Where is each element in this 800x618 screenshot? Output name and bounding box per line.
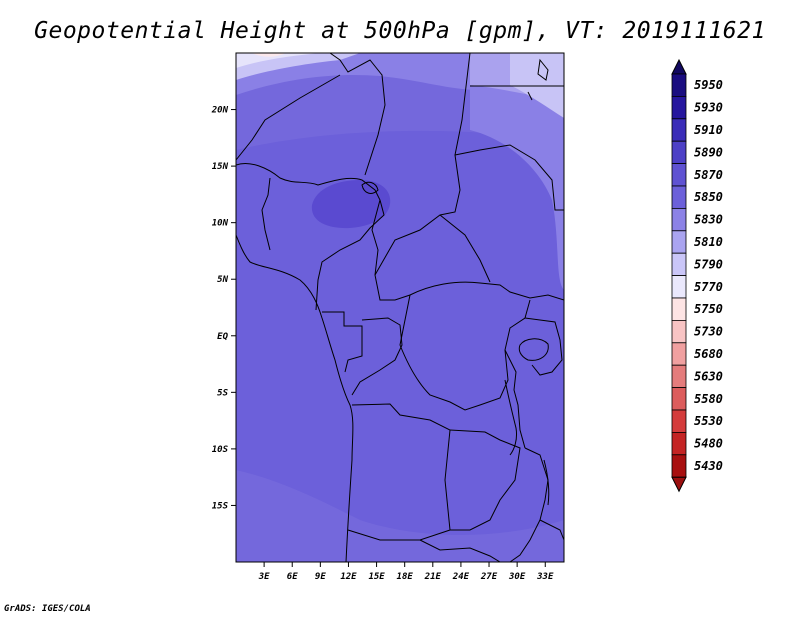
credit-label: GrADS: IGES/COLA bbox=[4, 604, 91, 614]
lon-tick-label: 27E bbox=[480, 572, 498, 582]
colorbar-swatch bbox=[671, 230, 687, 254]
colorbar-label: 5910 bbox=[694, 123, 723, 137]
field-5790 bbox=[236, 53, 320, 68]
colorbar-swatch bbox=[671, 185, 687, 209]
colorbar-label: 5750 bbox=[694, 302, 723, 316]
colorbar-bottom-arrow bbox=[671, 476, 687, 493]
border-f bbox=[454, 144, 564, 211]
border-l bbox=[399, 294, 531, 411]
lon-tick-label: 21E bbox=[424, 572, 442, 582]
map-title: Geopotential Height at 500hPa [gpm], VT:… bbox=[34, 18, 766, 44]
colorbar-swatch bbox=[671, 431, 687, 456]
lake-tanganyika bbox=[504, 379, 517, 456]
lon-tick-label: 12E bbox=[340, 572, 357, 582]
colorbar-top-arrow bbox=[671, 58, 687, 75]
colorbar-swatch bbox=[671, 319, 687, 344]
field-5890 bbox=[311, 180, 391, 229]
border-r bbox=[539, 519, 564, 541]
border-k bbox=[351, 317, 403, 396]
colorbar: 5950 5930 5910 5890 5870 5850 5830 5810 5790 5770… bbox=[671, 58, 723, 493]
lake-victoria bbox=[518, 338, 549, 361]
colorbar-swatch bbox=[671, 73, 687, 97]
border-c bbox=[371, 199, 564, 301]
colorbar-label: 5870 bbox=[694, 168, 723, 182]
lat-tick-label: 10S bbox=[212, 445, 229, 455]
lon-tick-label: 18E bbox=[397, 572, 414, 582]
lon-tick-label: 9E bbox=[315, 572, 326, 582]
colorbar-label: 5580 bbox=[694, 392, 723, 406]
lat-tick-label: EQ bbox=[217, 332, 228, 342]
border-n bbox=[449, 429, 521, 531]
border-a bbox=[236, 163, 385, 311]
border-b bbox=[261, 177, 271, 251]
lon-tick-label: 24E bbox=[452, 572, 470, 582]
field-5770 bbox=[252, 53, 286, 57]
colorbar-label: 5730 bbox=[694, 325, 723, 339]
colorbar-swatch bbox=[671, 454, 687, 478]
lon-tick-label: 6E bbox=[287, 572, 298, 582]
colorbar-swatch bbox=[671, 118, 687, 142]
colorbar-swatch bbox=[671, 364, 687, 389]
colorbar-label: 5630 bbox=[694, 369, 723, 383]
border-h bbox=[236, 74, 341, 161]
lat-tick-label: 20N bbox=[211, 106, 229, 116]
lat-tick-label: 5N bbox=[217, 275, 228, 285]
latitude-axis: 20N 15N 10N 5N EQ 5S 10S 15S bbox=[211, 106, 236, 511]
border-o bbox=[504, 349, 526, 449]
lat-tick-label: 15S bbox=[212, 501, 229, 511]
colorbar-swatch bbox=[671, 342, 687, 366]
colorbar-swatch bbox=[671, 96, 687, 120]
coastline-west bbox=[236, 234, 354, 562]
field-5850-east bbox=[470, 53, 564, 290]
colorbar-label: 5790 bbox=[694, 257, 723, 271]
lat-tick-label: 10N bbox=[212, 219, 229, 229]
field-5880-south bbox=[236, 470, 564, 562]
colorbar-swatch bbox=[671, 387, 687, 411]
coast-ne bbox=[527, 91, 533, 101]
longitude-axis: 3E 6E 9E 12E 15E 18E 21E 24E 27E 30E 33E bbox=[258, 562, 554, 582]
border-j bbox=[322, 311, 363, 373]
colorbar-label: 5680 bbox=[694, 347, 723, 361]
lon-tick-label: 15E bbox=[368, 572, 385, 582]
lake-malawi bbox=[543, 459, 550, 506]
border-s bbox=[419, 539, 501, 562]
colorbar-label: 5530 bbox=[694, 414, 723, 428]
colorbar-swatch bbox=[671, 409, 687, 433]
lake-chad bbox=[361, 181, 379, 194]
colorbar-swatch bbox=[671, 252, 687, 276]
colorbar-label: 5810 bbox=[694, 235, 723, 249]
lat-tick-label: 15N bbox=[212, 162, 229, 172]
colorbar-swatch bbox=[671, 163, 687, 187]
colorbar-label: 5770 bbox=[694, 280, 723, 294]
colorbar-label: 5930 bbox=[694, 101, 723, 115]
colorbar-label: 5850 bbox=[694, 190, 723, 204]
map-frame bbox=[235, 52, 565, 563]
colorbar-label: 5480 bbox=[694, 437, 723, 451]
colorbar-swatch bbox=[671, 297, 687, 321]
lat-tick-label: 5S bbox=[217, 388, 228, 398]
colorbar-label: 5830 bbox=[694, 213, 723, 227]
border-d bbox=[374, 53, 471, 276]
colorbar-label: 5430 bbox=[694, 459, 723, 473]
border-e bbox=[439, 214, 491, 283]
colorbar-swatch bbox=[671, 275, 687, 299]
border-g bbox=[329, 53, 386, 176]
colorbar-swatch bbox=[671, 207, 687, 232]
lon-tick-label: 30E bbox=[508, 572, 526, 582]
colorbar-label: 5950 bbox=[694, 78, 723, 92]
border-q bbox=[509, 447, 549, 562]
border-p bbox=[524, 317, 563, 376]
coast-east bbox=[537, 58, 549, 81]
colorbar-label: 5890 bbox=[694, 145, 723, 159]
height-field bbox=[236, 53, 564, 562]
lon-tick-label: 33E bbox=[536, 572, 554, 582]
lon-tick-label: 3E bbox=[258, 572, 270, 582]
colorbar-swatch bbox=[671, 140, 687, 164]
border-m bbox=[347, 403, 451, 541]
country-borders bbox=[236, 53, 564, 562]
